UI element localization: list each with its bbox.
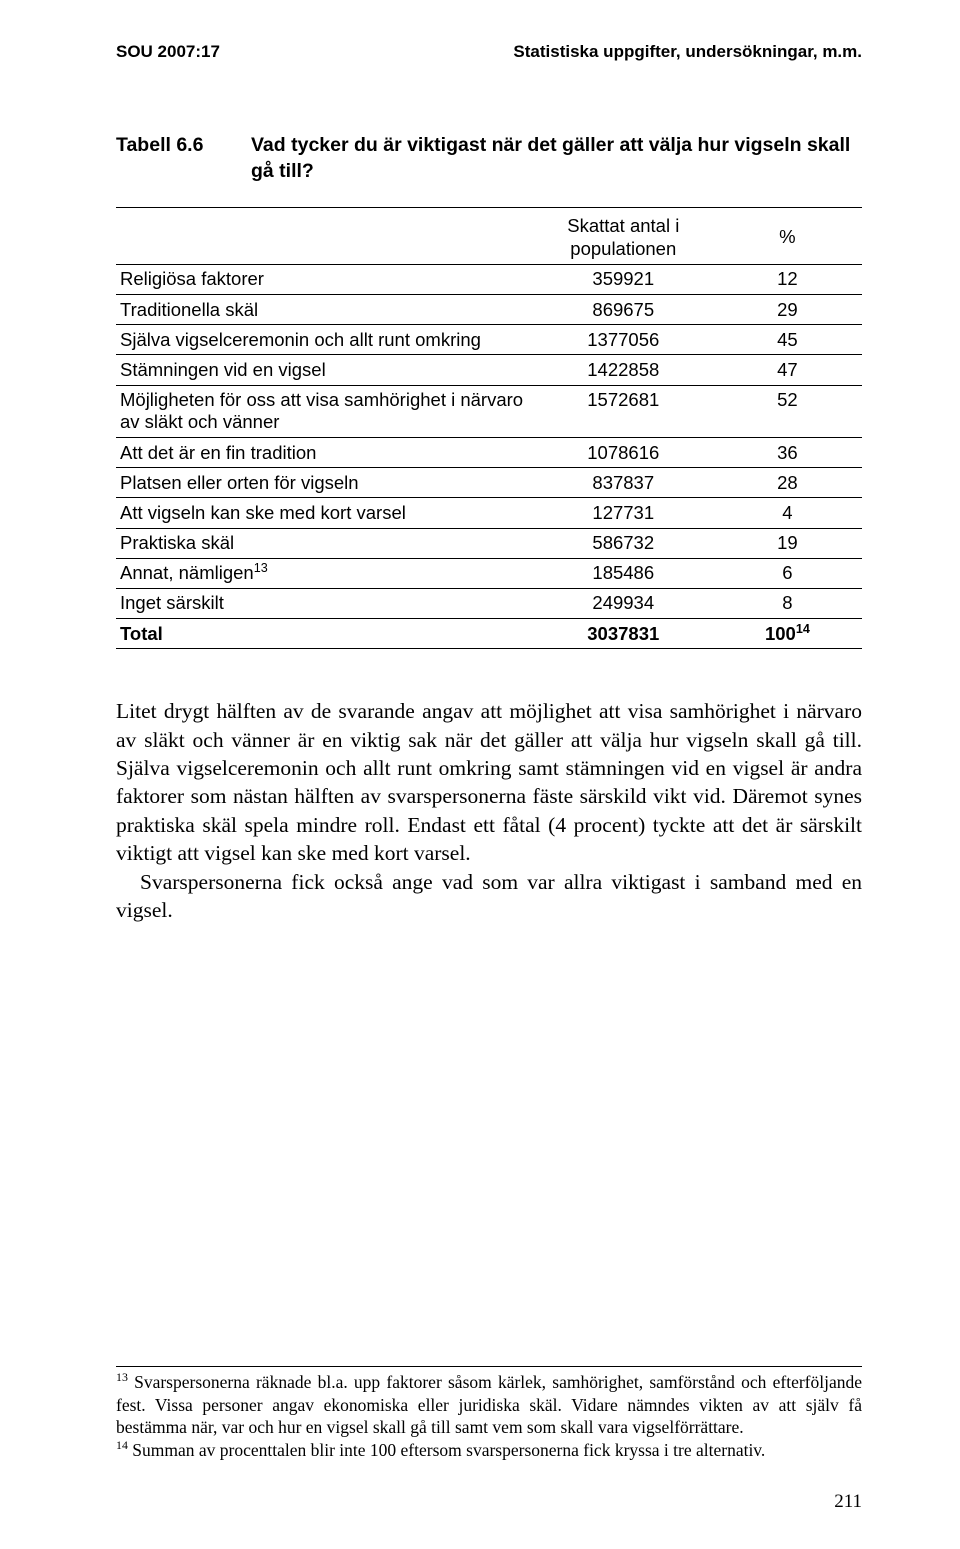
row-label: Inget särskilt (116, 588, 534, 618)
row-pct: 12 (713, 264, 862, 294)
row-value: 1572681 (534, 385, 713, 437)
row-label: Traditionella skäl (116, 295, 534, 325)
body-paragraphs: Litet drygt hälften av de svarande angav… (116, 697, 862, 924)
table-title: Vad tycker du är viktigast när det gälle… (251, 132, 862, 185)
col-header-0 (116, 207, 534, 264)
row-pct: 45 (713, 325, 862, 355)
table-row: Religiösa faktorer35992112 (116, 264, 862, 294)
table-row: Traditionella skäl86967529 (116, 295, 862, 325)
row-label: Själva vigselceremonin och allt runt omk… (116, 325, 534, 355)
table-row: Praktiska skäl58673219 (116, 528, 862, 558)
paragraph-2: Svarspersonerna fick också ange vad som … (116, 868, 862, 925)
table-total-row: Total303783110014 (116, 619, 862, 649)
row-pct: 52 (713, 385, 862, 437)
table-row: Möjligheten för oss att visa samhörighet… (116, 385, 862, 437)
table-header-row: Skattat antal i populationen % (116, 207, 862, 264)
row-value: 249934 (534, 588, 713, 618)
row-label: Platsen eller orten för vigseln (116, 468, 534, 498)
row-label: Möjligheten för oss att visa samhörighet… (116, 385, 534, 437)
row-pct: 19 (713, 528, 862, 558)
row-label: Stämningen vid en vigsel (116, 355, 534, 385)
row-value: 837837 (534, 468, 713, 498)
row-pct: 28 (713, 468, 862, 498)
row-pct: 6 (713, 558, 862, 588)
table-row: Själva vigselceremonin och allt runt omk… (116, 325, 862, 355)
row-pct: 29 (713, 295, 862, 325)
row-label: Religiösa faktorer (116, 264, 534, 294)
table-caption: Tabell 6.6 Vad tycker du är viktigast nä… (116, 132, 862, 185)
row-label: Att vigseln kan ske med kort varsel (116, 498, 534, 528)
row-label: Praktiska skäl (116, 528, 534, 558)
row-value: 1422858 (534, 355, 713, 385)
row-pct: 8 (713, 588, 862, 618)
col-header-1: Skattat antal i populationen (534, 207, 713, 264)
total-pct: 10014 (713, 619, 862, 649)
row-pct: 47 (713, 355, 862, 385)
footnote-13: 13 Svarspersonerna räknade bl.a. upp fak… (116, 1371, 862, 1438)
row-pct: 36 (713, 438, 862, 468)
row-value: 127731 (534, 498, 713, 528)
row-label: Annat, nämligen13 (116, 558, 534, 588)
table-row: Att det är en fin tradition107861636 (116, 438, 862, 468)
table-number: Tabell 6.6 (116, 132, 251, 185)
row-pct: 4 (713, 498, 862, 528)
total-label: Total (116, 619, 534, 649)
table-row: Att vigseln kan ske med kort varsel12773… (116, 498, 862, 528)
row-value: 1078616 (534, 438, 713, 468)
footnotes: 13 Svarspersonerna räknade bl.a. upp fak… (116, 1366, 862, 1461)
row-value: 359921 (534, 264, 713, 294)
table-row: Annat, nämligen131854866 (116, 558, 862, 588)
total-value: 3037831 (534, 619, 713, 649)
row-value: 869675 (534, 295, 713, 325)
row-label: Att det är en fin tradition (116, 438, 534, 468)
paragraph-1: Litet drygt hälften av de svarande angav… (116, 697, 862, 867)
header-left: SOU 2007:17 (116, 42, 220, 62)
table-row: Inget särskilt2499348 (116, 588, 862, 618)
footnote-14: 14 Summan av procenttalen blir inte 100 … (116, 1439, 862, 1461)
table-row: Platsen eller orten för vigseln83783728 (116, 468, 862, 498)
row-value: 185486 (534, 558, 713, 588)
row-value: 586732 (534, 528, 713, 558)
table-row: Stämningen vid en vigsel142285847 (116, 355, 862, 385)
page-header: SOU 2007:17 Statistiska uppgifter, under… (116, 42, 862, 62)
page-number: 211 (834, 1491, 862, 1513)
data-table: Skattat antal i populationen % Religiösa… (116, 207, 862, 650)
row-value: 1377056 (534, 325, 713, 355)
col-header-2: % (713, 207, 862, 264)
header-right: Statistiska uppgifter, undersökningar, m… (513, 42, 862, 62)
